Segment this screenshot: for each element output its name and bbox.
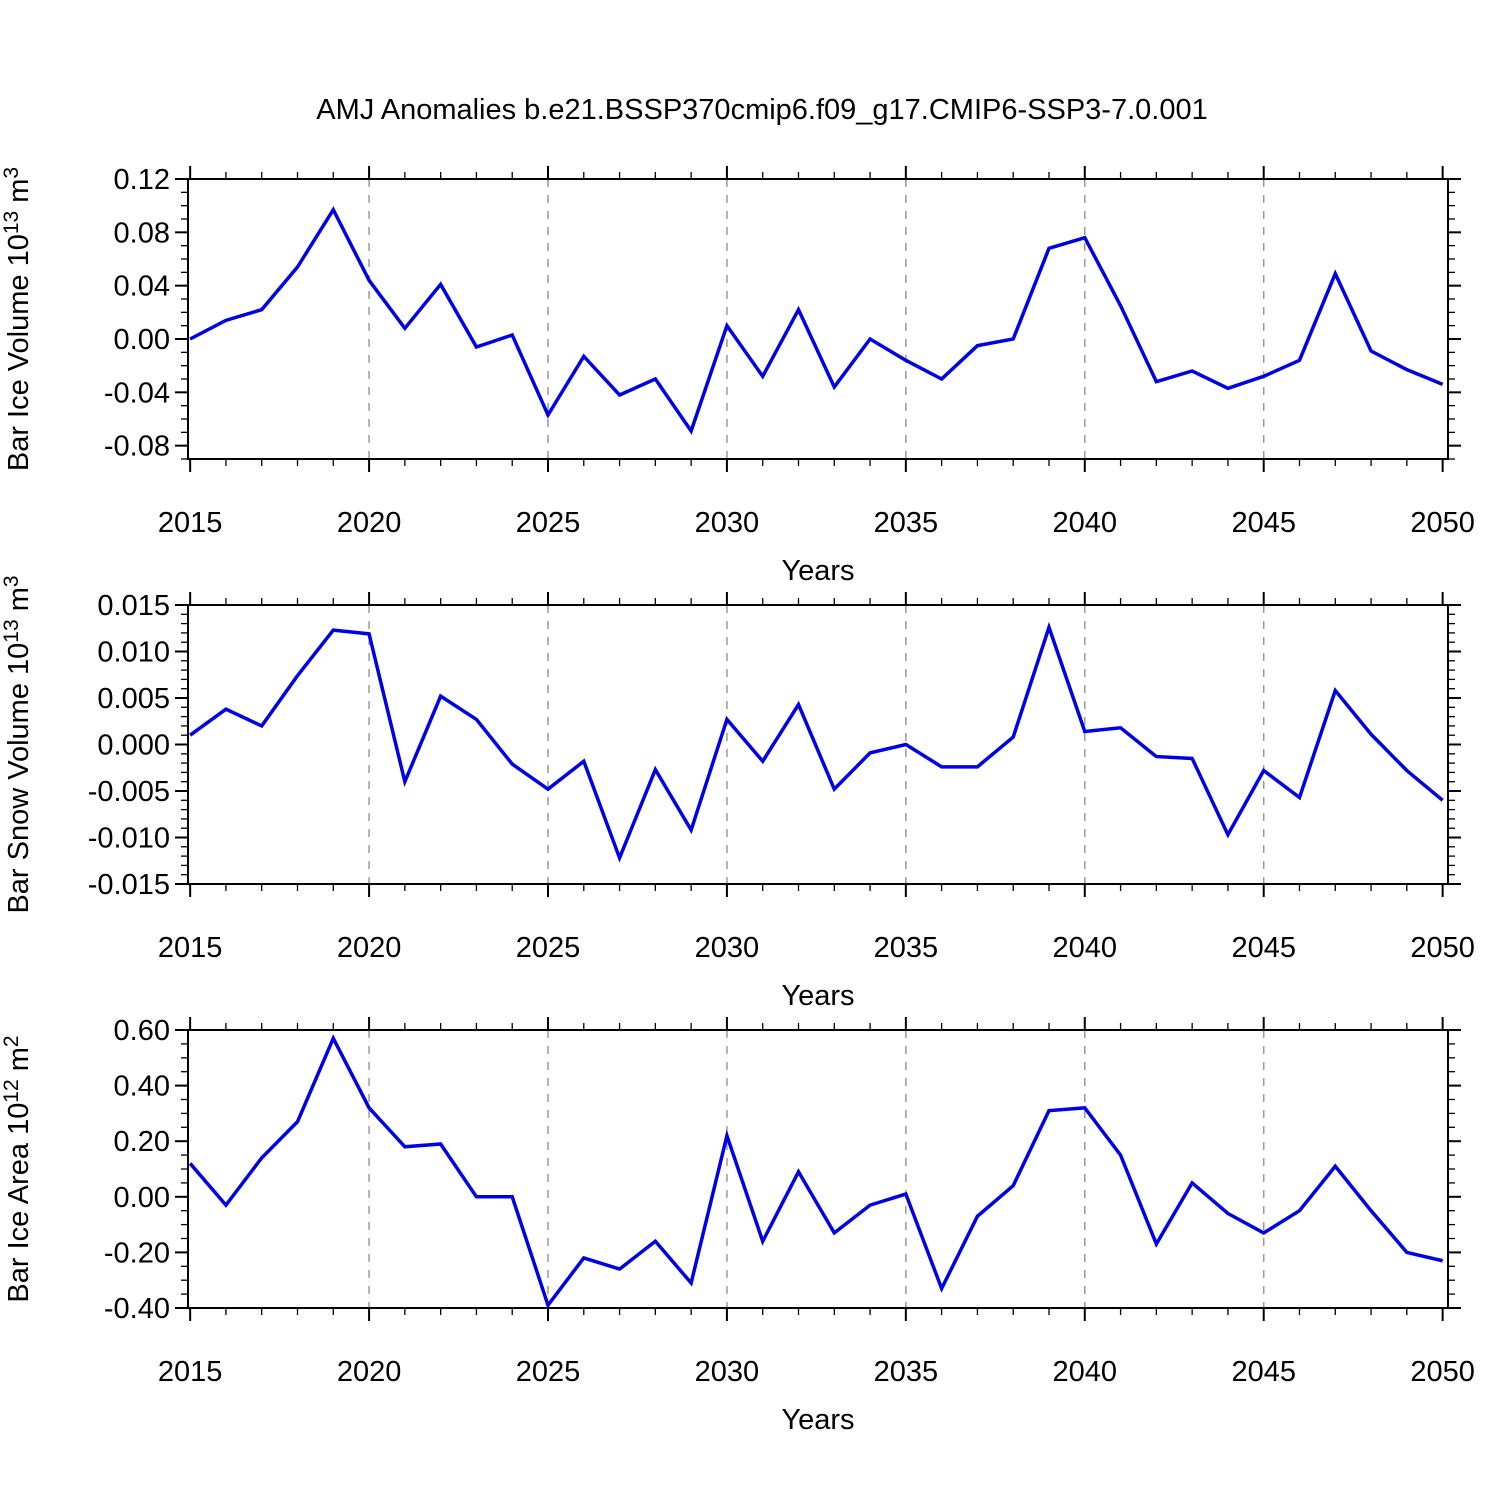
y-tick-label: -0.40 [104,1293,170,1325]
y-tick-label: 0.40 [114,1071,170,1103]
panel-snow-volume: -0.015 -0.010 -0.005 0.000 0.005 0.010 0.015 20… [0,575,1475,1012]
y-tick-label: -0.04 [104,377,170,409]
x-tick-label: 2035 [874,932,939,964]
y-tick-label: 0.04 [114,271,170,303]
y-tick-label: -0.20 [104,1237,170,1269]
x-tick-label: 2020 [337,507,402,539]
y-tick-label: -0.005 [88,776,170,808]
y-tick-label: -0.010 [88,823,170,855]
x-tick-label: 2030 [695,1356,760,1388]
x-tick-label: 2015 [158,507,223,539]
x-tick-label: 2035 [874,507,939,539]
x-tick-label: 2050 [1410,507,1475,539]
x-tick-label: 2020 [337,932,402,964]
x-tick-label: 2015 [158,1356,223,1388]
panel-ice-area: -0.40 -0.20 0.00 0.20 0.40 0.60 2015 2020 2025 20… [0,1015,1475,1436]
x-tick-label: 2025 [516,1356,581,1388]
y-tick-label: 0.005 [97,683,170,715]
x-tick-label: 2035 [874,1356,939,1388]
x-tick-label: 2045 [1231,932,1296,964]
figure-title: AMJ Anomalies b.e21.BSSP370cmip6.f09_g17… [316,94,1208,126]
x-axis-title: Years [781,555,854,587]
y-axis-title: Bar Snow Volume 1013 m3 [0,575,35,913]
y-tick-label: 0.12 [114,164,170,196]
ice-volume-data-line [189,206,1444,435]
x-tick-label: 2030 [695,932,760,964]
y-tick-label: -0.08 [104,431,170,463]
ice-area-data-line [188,1034,1444,1309]
x-tick-label: 2025 [516,932,581,964]
y-tick-label: 0.010 [97,637,170,669]
plot-frame [187,604,1449,885]
plot-frame [187,178,1449,460]
y-tick-label: 0.00 [114,324,170,356]
x-tick-label: 2045 [1231,1356,1296,1388]
x-axis-title: Years [781,1404,854,1436]
x-tick-label: 2050 [1410,1356,1475,1388]
y-tick-label: 0.015 [97,590,170,622]
y-tick-label: 0.000 [97,730,170,762]
y-tick-label: 0.08 [114,217,170,249]
y-tick-label: 0.60 [114,1015,170,1047]
x-tick-label: 2040 [1053,1356,1118,1388]
x-tick-label: 2050 [1410,932,1475,964]
x-axis-title: Years [781,980,854,1012]
x-tick-label: 2040 [1053,932,1118,964]
panel-ice-volume: -0.08 -0.04 0.00 0.04 0.08 0.12 2015 2020 2025 20… [0,164,1475,587]
y-axis-title: Bar Ice Volume 1013 m3 [0,167,35,471]
x-tick-label: 2040 [1053,507,1118,539]
x-tick-label: 2015 [158,932,223,964]
x-tick-label: 2030 [695,507,760,539]
y-tick-label: 0.00 [114,1182,170,1214]
x-tick-label: 2045 [1231,507,1296,539]
y-tick-label: 0.20 [114,1126,170,1158]
x-tick-label: 2025 [516,507,581,539]
plot-frame [187,1029,1449,1309]
x-tick-label: 2020 [337,1356,402,1388]
y-axis-title: Bar Ice Area 1012 m2 [0,1035,35,1302]
snow-volume-data-line [189,621,1444,863]
y-tick-label: -0.015 [88,869,170,901]
